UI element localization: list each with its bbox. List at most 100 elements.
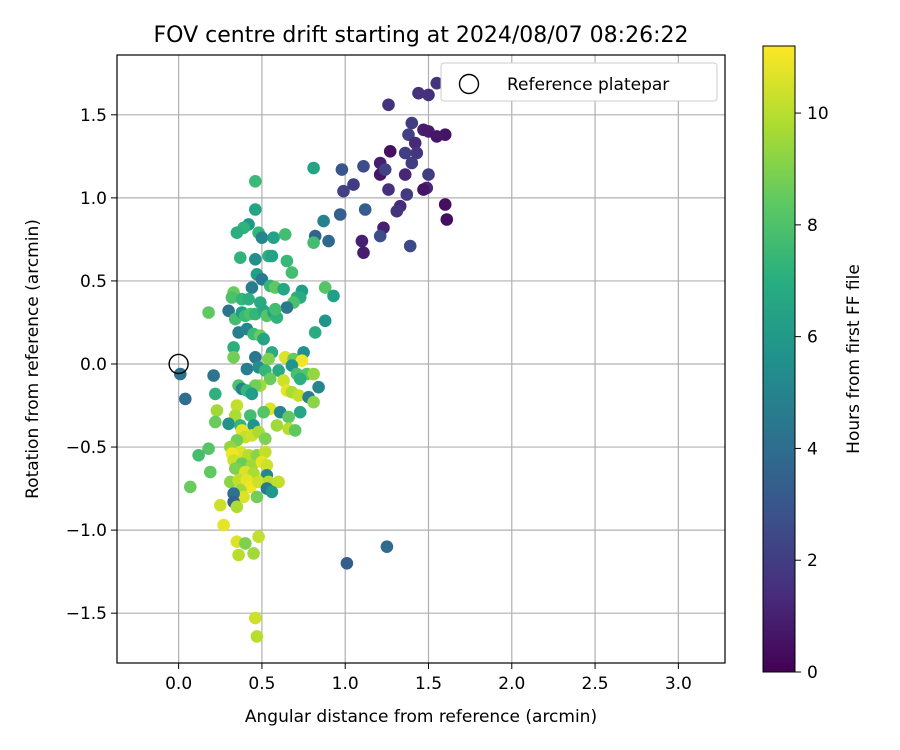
- data-point: [307, 395, 320, 409]
- data-point: [270, 419, 284, 432]
- data-point: [285, 266, 299, 279]
- colorbar-tick-label: 0: [807, 663, 818, 683]
- data-point: [257, 405, 270, 419]
- data-point: [214, 498, 227, 512]
- data-point: [378, 163, 392, 176]
- data-point: [249, 351, 262, 364]
- data-point: [204, 465, 217, 479]
- y-tick-label: 0.0: [80, 355, 107, 375]
- data-point: [440, 213, 454, 226]
- data-point: [417, 183, 430, 196]
- y-tick-label: 1.0: [80, 189, 107, 209]
- data-point: [307, 236, 320, 249]
- data-point: [232, 548, 245, 562]
- data-point: [293, 372, 307, 386]
- data-point: [240, 362, 254, 376]
- legend: Reference platepar: [440, 62, 718, 102]
- x-tick-label: 2.0: [498, 674, 525, 694]
- data-point: [242, 292, 255, 306]
- data-point: [250, 490, 264, 504]
- data-point: [263, 372, 277, 386]
- plot-frame: [116, 54, 726, 664]
- data-point: [225, 291, 239, 304]
- colorbar-tick-label: 2: [807, 551, 818, 571]
- data-point: [277, 282, 290, 296]
- data-point: [383, 145, 397, 158]
- data-point: [260, 459, 274, 472]
- data-point: [234, 251, 247, 264]
- x-tick-label: 0.0: [165, 674, 192, 694]
- data-point: [209, 387, 222, 401]
- chart-title: FOV centre drift starting at 2024/08/07 …: [154, 23, 689, 48]
- data-point: [249, 203, 262, 216]
- data-point: [373, 229, 387, 243]
- data-point: [259, 432, 272, 446]
- data-point: [382, 183, 395, 196]
- data-point: [403, 239, 417, 253]
- data-point: [398, 168, 412, 181]
- data-point: [293, 405, 307, 419]
- data-point: [277, 374, 290, 387]
- y-tick-label: 0.5: [80, 272, 107, 292]
- data-point: [268, 302, 282, 316]
- colorbar: 0 2 4 6 8 10 Hours from first FF file: [762, 45, 864, 683]
- data-point: [249, 175, 262, 188]
- data-point: [335, 163, 349, 176]
- colorbar-gradient: [762, 45, 796, 673]
- data-point: [288, 424, 302, 437]
- data-point: [337, 184, 350, 198]
- data-point: [438, 198, 452, 211]
- reference-platepar-marker: [168, 353, 189, 375]
- legend-marker-open-circle: [458, 73, 480, 95]
- data-point: [355, 234, 369, 248]
- data-point: [318, 281, 332, 294]
- x-axis-label: Angular distance from reference (arcmin): [245, 707, 597, 727]
- data-point: [184, 480, 197, 494]
- x-tick-label: 0.5: [248, 674, 275, 694]
- y-tick-label: −0.5: [66, 438, 107, 458]
- data-point: [340, 557, 354, 570]
- x-ticks: 0.0 0.5 1.0 1.5 2.0 2.5 3.0: [165, 663, 692, 694]
- data-point: [259, 445, 272, 459]
- x-tick-label: 3.0: [665, 674, 692, 694]
- data-point: [209, 415, 222, 429]
- data-point: [202, 442, 215, 456]
- y-tick-label: −1.5: [66, 604, 107, 624]
- y-ticks: 1.5 1.0 0.5 0.0 −0.5 −1.0 −1.5: [66, 106, 117, 624]
- data-point: [317, 214, 330, 228]
- legend-box: [440, 62, 718, 102]
- data-point: [230, 226, 244, 239]
- y-tick-label: −1.0: [66, 521, 107, 541]
- data-point: [347, 178, 360, 191]
- data-point: [245, 281, 259, 294]
- data-point: [249, 611, 262, 625]
- data-point: [257, 332, 270, 346]
- data-point: [398, 146, 412, 160]
- data-point: [333, 208, 347, 221]
- data-point: [227, 341, 240, 354]
- data-point: [229, 462, 242, 475]
- data-point: [405, 156, 419, 170]
- x-tick-label: 2.5: [582, 674, 609, 694]
- data-point: [252, 530, 265, 543]
- data-point: [267, 231, 280, 244]
- data-point: [318, 314, 332, 328]
- data-point: [312, 380, 325, 394]
- colorbar-tick-label: 4: [807, 439, 818, 459]
- data-point: [217, 518, 230, 532]
- data-point: [358, 203, 372, 216]
- reference-marker: [168, 353, 189, 375]
- data-point: [265, 249, 279, 263]
- data-point: [272, 364, 285, 377]
- data-point: [207, 369, 220, 382]
- data-point: [230, 500, 244, 514]
- data-point: [250, 630, 264, 643]
- colorbar-tick-label: 6: [807, 328, 818, 348]
- grid: [117, 55, 725, 663]
- data-point: [222, 417, 235, 431]
- data-point: [292, 389, 305, 402]
- data-point: [408, 136, 422, 150]
- data-point: [210, 404, 224, 417]
- data-point: [410, 146, 424, 160]
- data-point: [230, 399, 244, 412]
